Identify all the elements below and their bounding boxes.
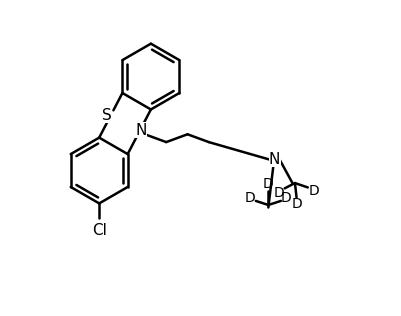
Text: D: D (290, 198, 301, 211)
Text: N: N (268, 152, 279, 167)
Text: D: D (280, 191, 291, 205)
Text: N: N (135, 123, 146, 138)
Text: D: D (308, 184, 318, 198)
Text: S: S (102, 108, 111, 123)
Text: Cl: Cl (91, 223, 106, 238)
Text: D: D (245, 191, 255, 205)
Text: D: D (262, 177, 273, 191)
Text: D: D (273, 186, 284, 200)
